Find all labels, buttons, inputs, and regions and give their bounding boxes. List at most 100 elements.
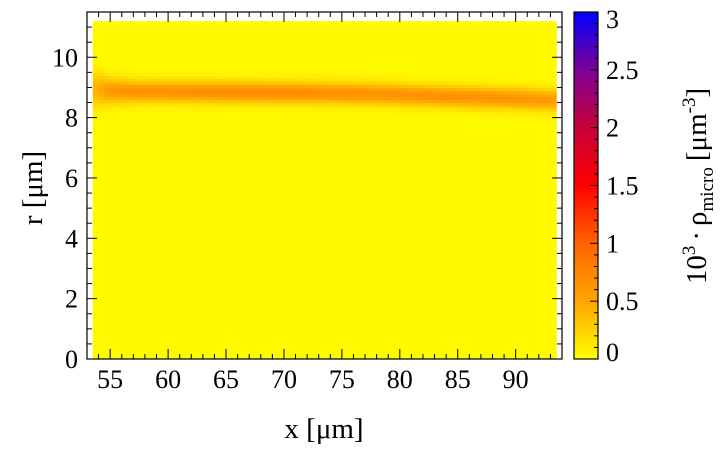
heatmap-cell bbox=[231, 72, 239, 76]
heatmap-cell bbox=[254, 153, 262, 158]
heatmap-cell bbox=[162, 235, 169, 239]
heatmap-cell bbox=[307, 304, 314, 309]
heatmap-cell bbox=[92, 90, 100, 95]
heatmap-cell bbox=[162, 217, 169, 221]
heatmap-cell bbox=[226, 30, 233, 34]
heatmap-cell bbox=[330, 295, 337, 300]
heatmap-cell bbox=[330, 217, 337, 221]
heatmap-cell bbox=[127, 135, 134, 140]
heatmap-cell bbox=[144, 63, 152, 67]
heatmap-cell bbox=[312, 78, 320, 82]
heatmap-cell bbox=[312, 202, 320, 206]
heatmap-cell bbox=[347, 180, 355, 185]
heatmap-cell bbox=[139, 304, 146, 309]
heatmap-cell bbox=[301, 45, 308, 49]
heatmap-cell bbox=[278, 289, 285, 294]
heatmap-cell bbox=[173, 27, 181, 31]
heatmap-cell bbox=[202, 349, 210, 354]
heatmap-cell bbox=[173, 177, 181, 182]
heatmap-cell bbox=[156, 265, 163, 270]
heatmap-cell bbox=[231, 78, 239, 82]
heatmap-cell bbox=[208, 39, 216, 43]
heatmap-cell bbox=[341, 205, 349, 209]
heatmap-cell bbox=[92, 174, 100, 179]
heatmap-cell bbox=[289, 180, 297, 185]
heatmap-cell bbox=[92, 205, 100, 209]
heatmap-cell bbox=[272, 165, 279, 170]
heatmap-cell bbox=[336, 132, 343, 137]
heatmap-cell bbox=[220, 63, 227, 67]
heatmap-cell bbox=[156, 111, 163, 116]
heatmap-cell bbox=[197, 331, 204, 336]
heatmap-cell bbox=[202, 250, 210, 254]
heatmap-cell bbox=[295, 162, 302, 167]
heatmap-cell bbox=[173, 199, 181, 203]
heatmap-cell bbox=[214, 27, 221, 31]
heatmap-cell bbox=[336, 66, 343, 70]
heatmap-cell bbox=[208, 187, 216, 191]
heatmap-cell bbox=[283, 211, 291, 215]
heatmap-cell bbox=[121, 193, 129, 197]
heatmap-cell bbox=[150, 208, 158, 212]
heatmap-cell bbox=[185, 87, 192, 92]
heatmap-cell bbox=[139, 202, 146, 206]
heatmap-cell bbox=[150, 72, 158, 76]
heatmap-cell bbox=[197, 153, 204, 158]
heatmap-cell bbox=[226, 355, 233, 359]
heatmap-cell bbox=[266, 325, 273, 330]
heatmap-cell bbox=[260, 162, 268, 167]
heatmap-cell bbox=[110, 217, 117, 221]
heatmap-cell bbox=[156, 108, 163, 113]
heatmap-cell bbox=[156, 205, 163, 209]
heatmap-cell bbox=[127, 277, 134, 282]
heatmap-cell bbox=[202, 135, 210, 140]
heatmap-cell bbox=[115, 235, 123, 239]
heatmap-cell bbox=[133, 51, 140, 55]
heatmap-cell bbox=[249, 33, 256, 37]
heatmap-cell bbox=[266, 247, 273, 251]
heatmap-cell bbox=[295, 229, 302, 233]
heatmap-cell bbox=[324, 126, 331, 131]
heatmap-cell bbox=[191, 223, 198, 227]
heatmap-cell bbox=[139, 211, 146, 215]
heatmap-cell bbox=[347, 304, 355, 309]
heatmap-cell bbox=[133, 75, 140, 79]
heatmap-cell bbox=[208, 150, 216, 155]
heatmap-cell bbox=[191, 319, 198, 324]
heatmap-cell bbox=[318, 352, 326, 357]
heatmap-cell bbox=[243, 144, 250, 149]
heatmap-cell bbox=[330, 214, 337, 218]
heatmap-cell bbox=[162, 211, 169, 215]
heatmap-cell bbox=[278, 259, 285, 264]
heatmap-cell bbox=[121, 283, 129, 288]
heatmap-cell bbox=[214, 202, 221, 206]
heatmap-cell bbox=[278, 262, 285, 267]
heatmap-cell bbox=[318, 232, 326, 236]
heatmap-cell bbox=[208, 301, 216, 306]
heatmap-cell bbox=[336, 319, 343, 324]
heatmap-cell bbox=[312, 271, 320, 276]
heatmap-cell bbox=[231, 247, 239, 251]
heatmap-cell bbox=[289, 226, 297, 230]
heatmap-cell bbox=[301, 193, 308, 197]
heatmap-cell bbox=[156, 42, 163, 46]
heatmap-cell bbox=[324, 90, 331, 95]
heatmap-cell bbox=[249, 156, 256, 161]
heatmap-cell bbox=[156, 144, 163, 149]
heatmap-cell bbox=[254, 262, 262, 267]
heatmap-cell bbox=[191, 144, 198, 149]
heatmap-cell bbox=[197, 232, 204, 236]
heatmap-cell bbox=[168, 144, 175, 149]
heatmap-cell bbox=[336, 57, 343, 61]
heatmap-cell bbox=[185, 42, 192, 46]
heatmap-cell bbox=[336, 199, 343, 203]
heatmap-cell bbox=[249, 93, 256, 98]
heatmap-cell bbox=[272, 45, 279, 49]
heatmap-cell bbox=[156, 105, 163, 110]
heatmap-cell bbox=[226, 177, 233, 182]
heatmap-cell bbox=[266, 24, 273, 28]
heatmap-cell bbox=[307, 33, 314, 37]
heatmap-cell bbox=[289, 247, 297, 251]
heatmap-cell bbox=[307, 235, 314, 239]
heatmap-cell bbox=[156, 241, 163, 245]
